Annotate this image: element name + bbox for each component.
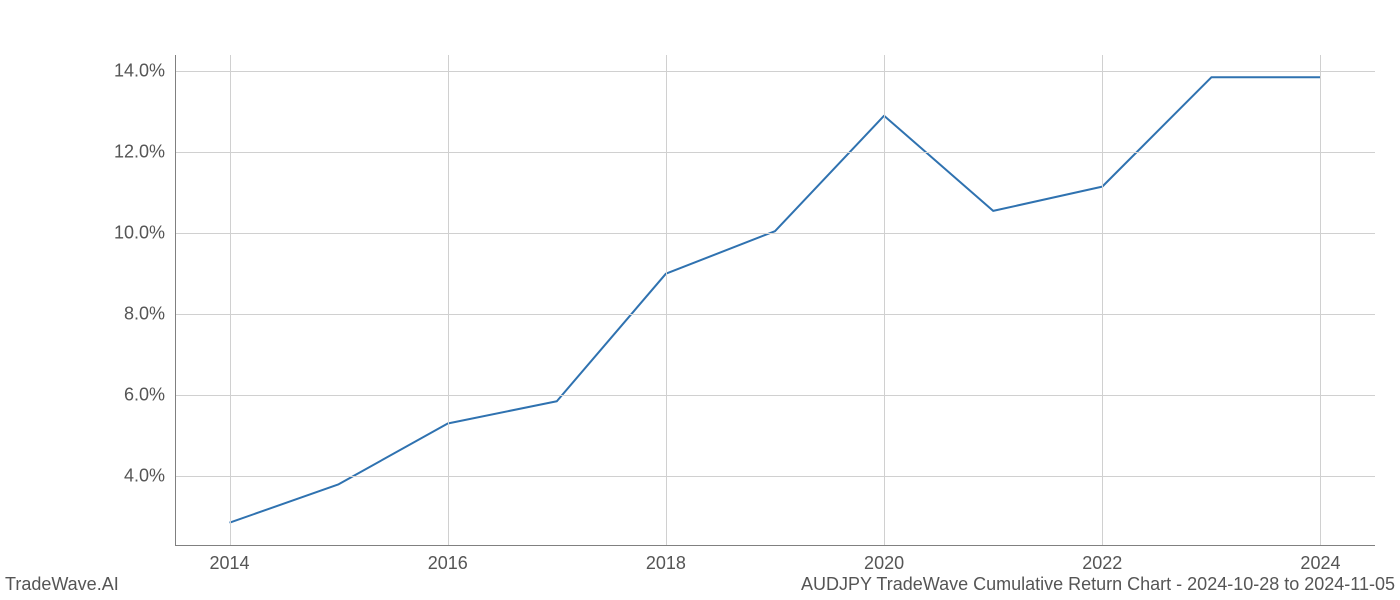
x-tick-label: 2016 bbox=[428, 553, 468, 574]
x-tick-label: 2024 bbox=[1300, 553, 1340, 574]
y-tick-label: 12.0% bbox=[114, 142, 165, 163]
gridline-vertical bbox=[1102, 55, 1103, 545]
gridline-vertical bbox=[884, 55, 885, 545]
y-tick-label: 10.0% bbox=[114, 223, 165, 244]
gridline-horizontal bbox=[175, 71, 1375, 72]
spine-left bbox=[175, 55, 176, 545]
gridline-horizontal bbox=[175, 395, 1375, 396]
series-line bbox=[230, 77, 1321, 522]
footer-right-text: AUDJPY TradeWave Cumulative Return Chart… bbox=[801, 574, 1395, 595]
x-tick-label: 2022 bbox=[1082, 553, 1122, 574]
x-tick-label: 2020 bbox=[864, 553, 904, 574]
x-tick-label: 2018 bbox=[646, 553, 686, 574]
gridline-horizontal bbox=[175, 314, 1375, 315]
spine-bottom bbox=[175, 545, 1375, 546]
y-tick-label: 8.0% bbox=[124, 304, 165, 325]
chart-container: 2014 2016 2018 2020 2022 2024 4.0% 6.0% 8.0% 10.0… bbox=[0, 0, 1400, 600]
line-series bbox=[0, 0, 1400, 600]
gridline-vertical bbox=[1320, 55, 1321, 545]
gridline-horizontal bbox=[175, 152, 1375, 153]
y-tick-label: 6.0% bbox=[124, 385, 165, 406]
y-tick-label: 4.0% bbox=[124, 466, 165, 487]
gridline-vertical bbox=[666, 55, 667, 545]
gridline-horizontal bbox=[175, 233, 1375, 234]
gridline-vertical bbox=[230, 55, 231, 545]
x-tick-label: 2014 bbox=[210, 553, 250, 574]
y-tick-label: 14.0% bbox=[114, 61, 165, 82]
gridline-vertical bbox=[448, 55, 449, 545]
footer-left-text: TradeWave.AI bbox=[5, 574, 119, 595]
gridline-horizontal bbox=[175, 476, 1375, 477]
